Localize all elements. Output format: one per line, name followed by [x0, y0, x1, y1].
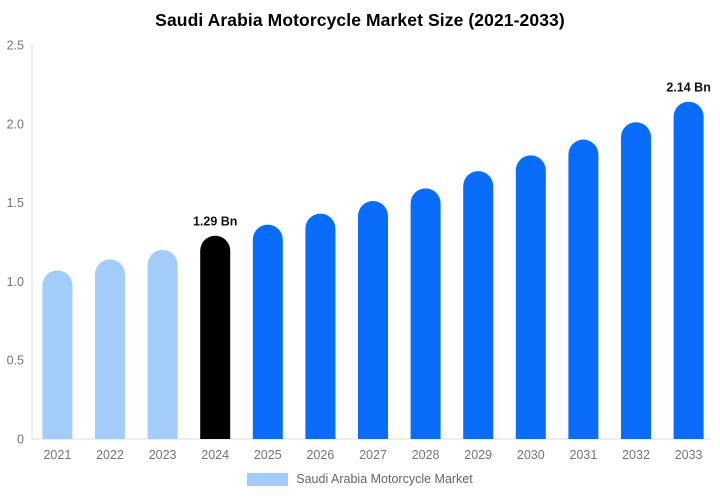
y-axis-tick-label: 1.0: [7, 275, 24, 289]
x-axis-label: 2031: [569, 448, 597, 462]
x-axis-label: 2024: [201, 448, 229, 462]
bar-2029[interactable]: [463, 171, 494, 439]
legend-swatch: [247, 472, 289, 486]
bar-2031[interactable]: [568, 139, 599, 439]
chart-title: Saudi Arabia Motorcycle Market Size (202…: [155, 10, 565, 30]
x-axis-label: 2029: [464, 448, 492, 462]
bar-2033[interactable]: [673, 101, 704, 439]
y-axis-tick-label: 0.5: [7, 354, 24, 368]
x-axis-label: 2025: [254, 448, 282, 462]
y-axis-tick-label: 2.5: [7, 39, 24, 53]
x-axis-label: 2026: [306, 448, 334, 462]
x-axis-label: 2028: [412, 448, 440, 462]
y-axis-tick-label: 2.0: [7, 117, 24, 131]
x-axis-label: 2021: [43, 448, 71, 462]
legend[interactable]: Saudi Arabia Motorcycle Market: [0, 472, 720, 486]
bar-2025[interactable]: [252, 224, 283, 439]
bar-2026[interactable]: [305, 213, 336, 439]
bar-2028[interactable]: [410, 188, 441, 439]
legend-label: Saudi Arabia Motorcycle Market: [296, 472, 473, 486]
bar-2032[interactable]: [621, 122, 651, 439]
x-axis-label: 2032: [622, 448, 650, 462]
bar-2022[interactable]: [95, 259, 126, 439]
bar-value-label: 2.14 Bn: [666, 81, 710, 95]
bar-2023[interactable]: [147, 249, 178, 439]
y-axis-tick-label: 1.5: [7, 196, 24, 210]
y-axis-tick-label: 0: [17, 433, 24, 447]
bar-value-label: 1.29 Bn: [193, 215, 237, 229]
x-axis-label: 2027: [359, 448, 387, 462]
x-axis-label: 2022: [96, 448, 124, 462]
x-axis-label: 2033: [675, 448, 703, 462]
x-axis-label: 2030: [517, 448, 545, 462]
x-axis-label: 2023: [149, 448, 177, 462]
bar-2027[interactable]: [358, 201, 388, 439]
bar-2030[interactable]: [515, 155, 546, 439]
bar-2024[interactable]: [200, 235, 231, 439]
bar-2021[interactable]: [42, 270, 73, 439]
